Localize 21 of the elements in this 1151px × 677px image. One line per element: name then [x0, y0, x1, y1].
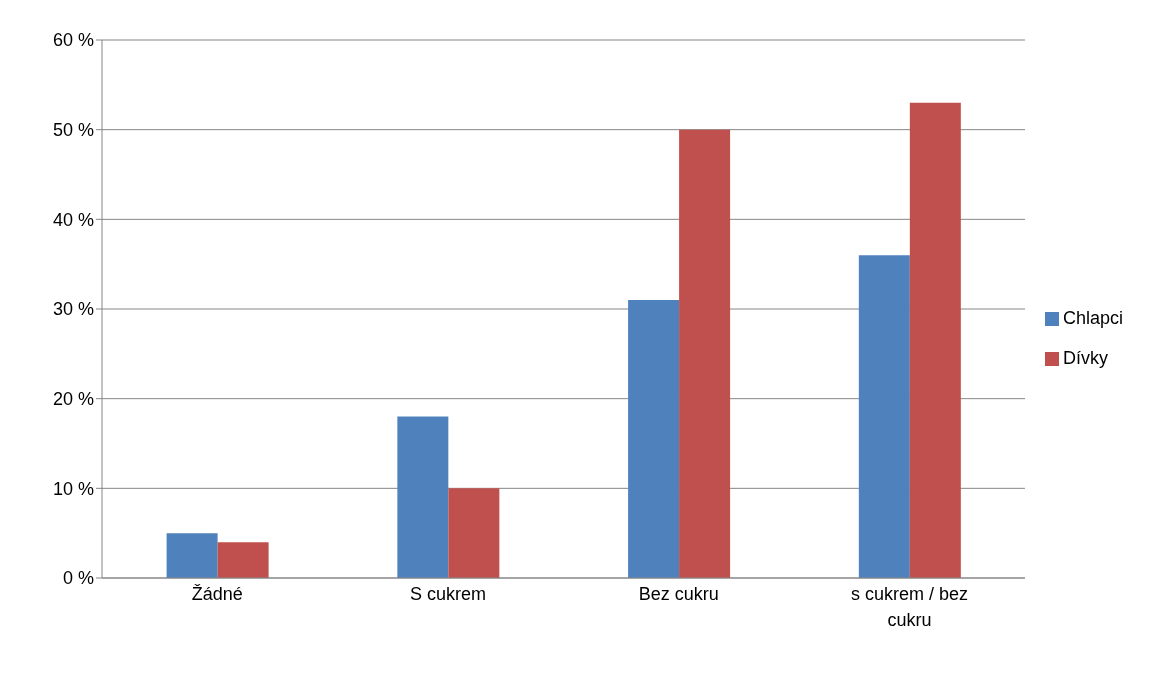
x-tick-label: S cukrem	[410, 584, 487, 604]
x-tick-label: s cukrem / bez cukru	[851, 584, 969, 630]
legend-label: Dívky	[1062, 348, 1108, 368]
y-tick-label: 30 %	[52, 299, 94, 320]
bar	[679, 129, 731, 578]
legend-label: Chlapci	[1062, 308, 1123, 328]
y-tick-label: 10 %	[52, 478, 94, 499]
y-tick-label: 50 %	[52, 120, 94, 141]
y-tick-label: 0 %	[62, 568, 94, 589]
bar	[448, 488, 500, 578]
y-tick-label: 40 %	[52, 209, 94, 230]
bar	[858, 255, 910, 578]
y-tick-label: 60 %	[52, 30, 94, 51]
bar	[217, 542, 269, 578]
bar	[628, 300, 680, 578]
x-tick-label: Žádné	[191, 584, 243, 604]
bar	[909, 102, 961, 578]
y-tick-label: 20 %	[52, 389, 94, 410]
x-tick-label: Bez cukru	[638, 584, 719, 604]
bar	[397, 416, 449, 578]
bar	[166, 533, 218, 578]
